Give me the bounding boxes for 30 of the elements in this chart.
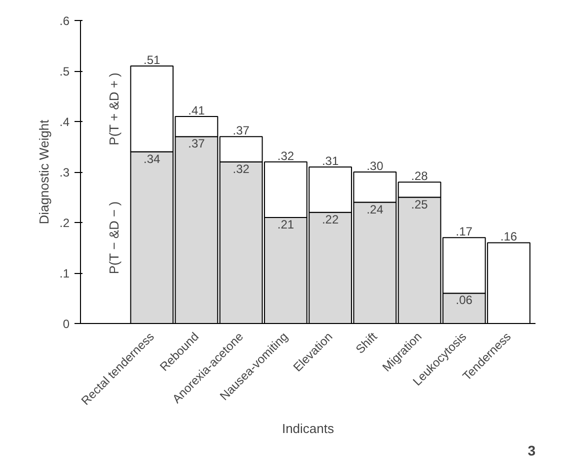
total-label: .28 <box>411 169 428 184</box>
total-label: .32 <box>277 148 294 163</box>
total-label: .51 <box>144 52 161 67</box>
y-tick-label: .2 <box>59 216 70 230</box>
text: P(T + &D + ) <box>106 72 122 146</box>
text: 3 <box>528 442 536 458</box>
data-label: .34 <box>144 152 161 166</box>
data-label: .25 <box>411 197 428 212</box>
y-tick-label: .3 <box>59 166 70 180</box>
total-label: .16 <box>500 230 518 244</box>
total-label: .37 <box>232 124 250 138</box>
y-axis-title: Diagnostic Weight <box>36 119 52 224</box>
x-tick-label: Shift <box>352 329 380 356</box>
y-tick-label: 0 <box>62 317 70 331</box>
data-label: .32 <box>232 162 250 176</box>
data-label: .37 <box>188 136 206 151</box>
total-label: .31 <box>322 154 339 168</box>
y-tick-label: .1 <box>59 266 70 280</box>
total-label: .17 <box>456 224 473 239</box>
total-label: .30 <box>366 159 384 173</box>
data-label: .21 <box>277 217 294 232</box>
data-label: .22 <box>322 212 339 226</box>
y-tick-label: .6 <box>59 14 70 28</box>
data-label: .24 <box>366 202 384 216</box>
data-label: .06 <box>456 293 473 308</box>
x-axis-title: Indicants <box>282 420 335 436</box>
y-tick-label: .4 <box>59 115 70 129</box>
total-label: .41 <box>188 103 206 118</box>
y-tick-label: .5 <box>59 64 70 78</box>
text: P(T − &D − ) <box>106 201 122 274</box>
